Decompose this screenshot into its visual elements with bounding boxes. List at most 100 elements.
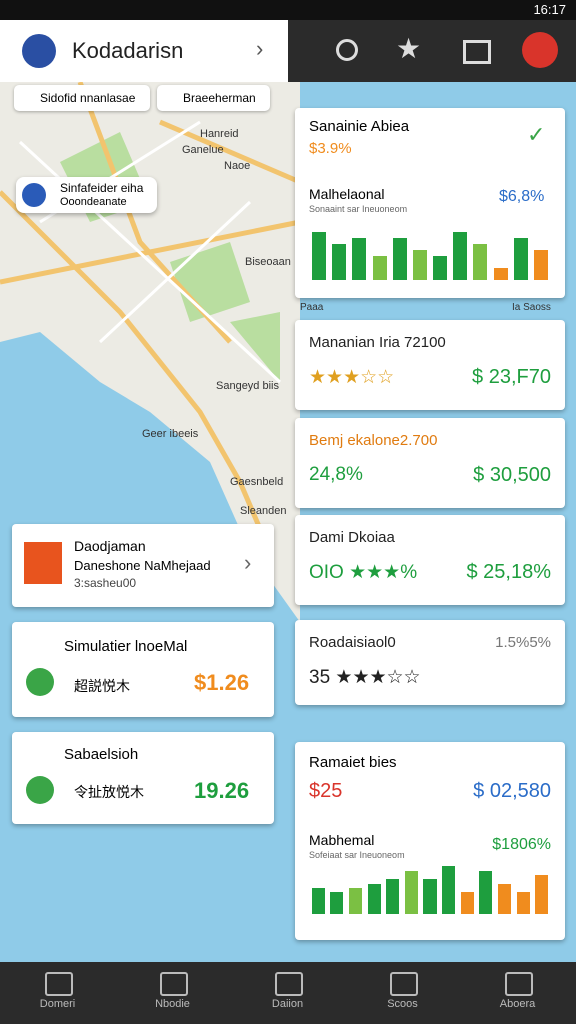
card-title: Bemj ekalone2.700 bbox=[309, 432, 438, 449]
card-title: Simulatier lnoeMal bbox=[64, 638, 188, 655]
list-card[interactable]: Roadaisiaol0 35 ★★★☆☆ 1.5%5% bbox=[295, 620, 565, 705]
nav-label[interactable]: Nbodie bbox=[155, 998, 190, 1010]
menu-button[interactable] bbox=[522, 32, 558, 68]
bar bbox=[423, 879, 437, 914]
bar bbox=[349, 888, 363, 914]
card-value: $1.26 bbox=[194, 670, 250, 695]
status-bar: 16:17 bbox=[0, 0, 576, 20]
map-tooltip[interactable]: Sinfafeider eiha Ooondeanate bbox=[16, 177, 157, 213]
card-label: 超説悦木 bbox=[74, 678, 130, 694]
mini-chart bbox=[309, 220, 551, 280]
list-card[interactable]: Dami Dkoiaa OIO ★★★% $ 25,18% bbox=[295, 515, 565, 605]
bar bbox=[312, 232, 327, 280]
card-value: 19.26 bbox=[194, 778, 250, 803]
summary-card[interactable]: Ramaiet bies $25 $ 02,580 Mabhemal Sofei… bbox=[295, 742, 565, 940]
card-subtitle: Daneshone NaMhejaad bbox=[74, 558, 211, 573]
bar bbox=[493, 268, 508, 280]
sim-card[interactable]: Sabaelsioh 令扯放悦木 19.26 bbox=[12, 732, 274, 824]
map-label: Geer ibeeis bbox=[142, 428, 199, 440]
bar bbox=[479, 870, 493, 914]
card-value: $25 bbox=[309, 780, 343, 802]
card-title: Ramaiet bies bbox=[309, 754, 397, 771]
card-value: 24,8% bbox=[309, 464, 363, 485]
card-title: Sanainie Abiea bbox=[309, 118, 410, 135]
nav-icon[interactable] bbox=[505, 972, 533, 996]
window-icon[interactable] bbox=[463, 40, 491, 64]
bar bbox=[367, 883, 381, 914]
logo bbox=[22, 34, 56, 68]
bar bbox=[386, 879, 400, 914]
status-time: 16:17 bbox=[533, 2, 566, 17]
bar bbox=[330, 892, 344, 914]
bar bbox=[392, 238, 407, 280]
card-title: Daodjaman bbox=[74, 538, 146, 554]
card-title: Roadaisiaol0 bbox=[309, 634, 396, 651]
bar bbox=[404, 870, 418, 914]
map-label: Biseoaan bbox=[245, 256, 291, 268]
card-title: Mananian Iria 72100 bbox=[309, 334, 446, 351]
card-value: 1.5%5% bbox=[495, 634, 551, 651]
list-card[interactable]: Mananian Iria 72100 ★★★☆☆ $ 23,F70 bbox=[295, 320, 565, 410]
map-label: Naoe bbox=[224, 160, 251, 172]
bar bbox=[513, 238, 528, 280]
nav-icon[interactable] bbox=[275, 972, 303, 996]
search-icon[interactable] bbox=[336, 39, 358, 61]
nav-label[interactable]: Domeri bbox=[39, 998, 76, 1010]
place-card[interactable]: Daodjaman Daneshone NaMhejaad 3:sasheu00… bbox=[12, 524, 274, 607]
map-label: Sleanden bbox=[240, 505, 287, 517]
chart-subtitle: Sofeiaat sar Ineuoneom bbox=[309, 850, 405, 860]
card-value: $ 25,18% bbox=[466, 561, 551, 583]
header: Kodadarisn › bbox=[0, 20, 288, 82]
map-label: Ganelue bbox=[182, 144, 224, 156]
nav-label[interactable]: Daiion bbox=[271, 998, 304, 1010]
nav-label[interactable]: Aboera bbox=[499, 998, 536, 1010]
bar bbox=[460, 892, 474, 914]
map-label: Sangeyd biis bbox=[216, 380, 279, 392]
bar bbox=[533, 250, 548, 280]
bar bbox=[442, 866, 456, 914]
card-label: 令扯放悦木 bbox=[74, 784, 144, 800]
list-card[interactable]: Bemj ekalone2.700 24,8% $ 30,500 bbox=[295, 418, 565, 508]
star-icon[interactable]: ★ bbox=[396, 33, 422, 64]
card-title: Sabaelsioh bbox=[64, 746, 139, 763]
bar bbox=[372, 256, 387, 280]
bar bbox=[516, 892, 530, 914]
bar bbox=[352, 238, 367, 280]
chart-value: $1806% bbox=[492, 836, 551, 853]
sim-card[interactable]: Simulatier lnoeMal 超説悦木 $1.26 bbox=[12, 622, 274, 717]
map-label: Gaesnbeld bbox=[230, 476, 284, 488]
card-detail: 3:sasheu00 bbox=[74, 576, 137, 590]
bar bbox=[311, 888, 325, 914]
card-value: OIO ★★★% bbox=[309, 562, 418, 583]
nav-icon[interactable] bbox=[160, 972, 188, 996]
bar bbox=[332, 244, 347, 280]
card-value: 35 ★★★☆☆ bbox=[309, 667, 421, 688]
header-title: Kodadarisn bbox=[72, 38, 184, 63]
map-label: Hanreid bbox=[200, 128, 239, 140]
nav-icon[interactable] bbox=[45, 972, 73, 996]
card-value: $ 30,500 bbox=[473, 464, 551, 486]
card-value: $ 02,580 bbox=[473, 780, 551, 802]
filter-chip[interactable]: Braeeherman bbox=[157, 85, 270, 111]
bar bbox=[433, 256, 448, 280]
summary-card[interactable]: Sanainie Abiea $3.9% ✓ Malhelaonal Sonaa… bbox=[295, 108, 565, 298]
check: ✓ bbox=[527, 122, 546, 147]
chart-title: Malhelaonal bbox=[309, 186, 385, 202]
bar bbox=[412, 250, 427, 280]
bar bbox=[497, 883, 511, 914]
tooltip-title: Sinfafeider eiha bbox=[60, 181, 144, 195]
nav-icon[interactable] bbox=[390, 972, 418, 996]
nav-label[interactable]: Scoos bbox=[387, 998, 418, 1010]
bar bbox=[535, 875, 549, 914]
filter-chip[interactable]: Sidofid nnanlasae bbox=[14, 85, 150, 111]
card-value: $ 23,F70 bbox=[472, 366, 551, 388]
bar bbox=[453, 232, 468, 280]
toolbar: ★ bbox=[288, 20, 576, 82]
card-value: $3.9% bbox=[309, 140, 352, 157]
card-title: Dami Dkoiaa bbox=[309, 529, 395, 546]
card-value: ★★★☆☆ bbox=[309, 367, 395, 388]
footer-label: Ia Saoss bbox=[512, 302, 551, 313]
chevron[interactable]: › bbox=[256, 36, 264, 61]
footer-label: Paaa bbox=[300, 302, 324, 313]
